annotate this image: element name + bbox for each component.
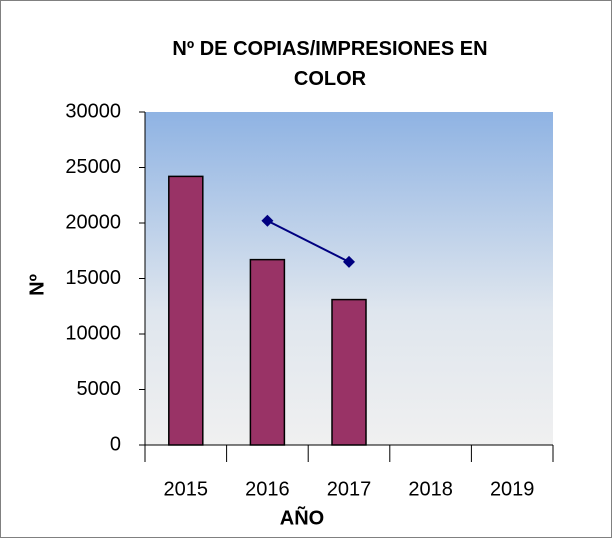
y-tick-label: 20000 [65,211,121,233]
y-tick-label: 5000 [77,378,122,400]
y-tick-label: 10000 [65,322,121,344]
x-tick-label: 2017 [327,478,372,500]
line-marker [343,255,355,268]
bar [168,175,204,446]
line [266,219,350,263]
bar [331,298,367,446]
line-marker [261,214,274,227]
x-tick-label: 2016 [245,478,290,500]
y-axis-label: Nº [26,274,48,296]
x-axis-label: AÑO [280,506,324,529]
bar [249,258,286,446]
y-tick-label: 30000 [65,100,121,122]
y-tick-label: 15000 [65,267,121,289]
y-tick-label: 25000 [65,156,121,178]
y-tick-label: 0 [110,433,121,455]
chart-title: Nº DE COPIAS/IMPRESIONES EN COLOR [172,38,488,90]
x-tick-label: 2018 [408,478,453,500]
x-tick-label: 2015 [164,478,209,500]
x-tick-label: 2019 [490,478,535,500]
